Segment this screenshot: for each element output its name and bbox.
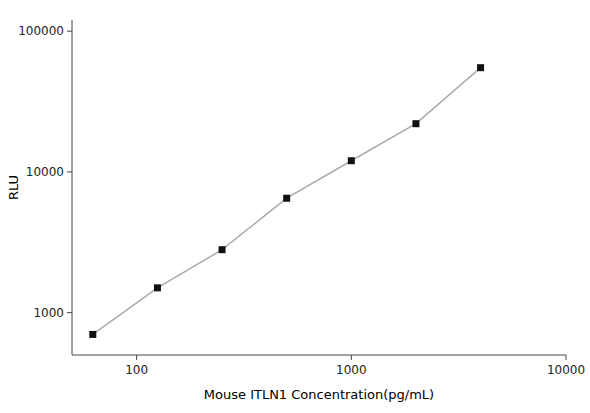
- x-tick: [351, 355, 352, 360]
- marker: [477, 64, 484, 71]
- plot-area: [89, 64, 484, 338]
- marker: [348, 157, 355, 164]
- x-tick-label: 1000: [336, 363, 367, 377]
- marker: [283, 195, 290, 202]
- y-axis: 1000 10000 100000: [18, 24, 72, 319]
- y-tick: [67, 171, 72, 172]
- y-tick-label: 10000: [26, 165, 64, 179]
- marker: [89, 331, 96, 338]
- y-tick-label: 1000: [33, 306, 64, 320]
- y-tick-label: 100000: [18, 24, 64, 38]
- x-axis-line: [72, 355, 566, 356]
- chart: 100 1000 10000 1000 10000 100000 Mouse ITLN1 C…: [0, 0, 590, 413]
- x-axis-label: Mouse ITLN1 Concentration(pg/mL): [204, 387, 434, 402]
- x-tick-label: 10000: [547, 363, 585, 377]
- line: [93, 68, 481, 335]
- y-tick: [67, 31, 72, 32]
- y-axis-label: RLU: [6, 175, 21, 200]
- x-axis: 100 1000 10000: [125, 355, 585, 377]
- marker: [219, 246, 226, 253]
- marker: [412, 120, 419, 127]
- marker: [154, 284, 161, 291]
- x-tick: [136, 355, 137, 360]
- x-tick: [566, 355, 567, 360]
- y-axis-line: [72, 20, 73, 355]
- x-tick-label: 100: [125, 363, 148, 377]
- y-tick: [67, 312, 72, 313]
